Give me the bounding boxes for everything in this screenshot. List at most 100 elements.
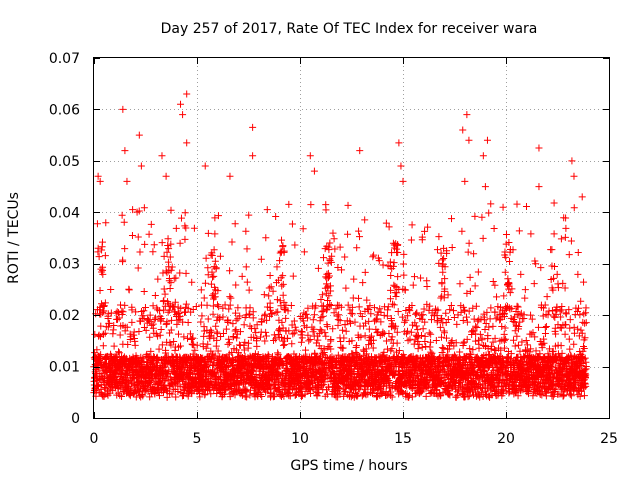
data-point bbox=[209, 302, 217, 310]
data-point bbox=[182, 269, 190, 277]
data-point bbox=[253, 321, 261, 329]
data-point bbox=[266, 271, 274, 279]
data-point bbox=[236, 328, 244, 336]
data-point bbox=[537, 264, 545, 272]
data-point bbox=[110, 321, 118, 329]
data-point bbox=[129, 206, 137, 214]
data-point bbox=[182, 300, 190, 308]
data-point bbox=[404, 337, 412, 345]
data-point bbox=[151, 316, 159, 324]
data-point bbox=[521, 294, 529, 302]
data-point bbox=[168, 390, 176, 398]
data-point bbox=[326, 239, 334, 247]
data-point bbox=[426, 343, 434, 351]
data-point bbox=[561, 233, 569, 241]
data-point bbox=[405, 305, 413, 313]
data-point bbox=[163, 393, 171, 401]
data-point bbox=[228, 349, 236, 357]
data-point bbox=[442, 309, 450, 317]
data-point bbox=[238, 391, 246, 399]
data-point bbox=[265, 292, 273, 300]
data-point bbox=[226, 293, 234, 301]
data-point bbox=[204, 271, 212, 279]
data-point bbox=[151, 390, 159, 398]
data-point bbox=[245, 211, 253, 219]
data-point bbox=[562, 309, 570, 317]
data-point bbox=[144, 380, 152, 388]
data-point bbox=[498, 323, 506, 331]
data-point bbox=[241, 380, 249, 388]
data-point bbox=[470, 250, 478, 258]
data-point bbox=[131, 341, 139, 349]
data-point bbox=[377, 318, 385, 326]
data-point bbox=[279, 341, 287, 349]
data-point bbox=[99, 342, 107, 350]
data-point bbox=[379, 261, 387, 269]
data-point bbox=[134, 264, 142, 272]
data-point bbox=[181, 235, 189, 243]
data-point bbox=[456, 280, 464, 288]
data-point bbox=[473, 324, 481, 332]
data-point bbox=[557, 342, 565, 350]
data-point bbox=[236, 312, 244, 320]
data-point bbox=[471, 282, 479, 290]
data-point bbox=[225, 305, 233, 313]
data-point bbox=[232, 281, 240, 289]
data-point bbox=[212, 322, 220, 330]
data-point bbox=[305, 337, 313, 345]
data-point bbox=[162, 349, 170, 357]
data-point bbox=[489, 322, 497, 330]
data-point bbox=[529, 329, 537, 337]
data-point bbox=[437, 333, 445, 341]
data-point bbox=[344, 201, 352, 209]
data-point bbox=[487, 200, 495, 208]
data-point bbox=[558, 303, 566, 311]
data-point bbox=[414, 326, 422, 334]
data-point bbox=[219, 313, 227, 321]
data-point bbox=[263, 206, 271, 214]
data-point bbox=[204, 229, 212, 237]
data-point bbox=[213, 336, 221, 344]
data-point bbox=[168, 316, 176, 324]
data-point bbox=[521, 286, 529, 294]
data-point bbox=[171, 298, 179, 306]
data-point bbox=[489, 277, 497, 285]
data-point bbox=[412, 322, 420, 330]
data-point bbox=[99, 309, 107, 317]
data-point bbox=[160, 376, 168, 384]
data-point bbox=[333, 312, 341, 320]
data-point bbox=[189, 334, 197, 342]
data-point bbox=[177, 304, 185, 312]
data-point bbox=[94, 244, 102, 252]
data-point bbox=[356, 233, 364, 241]
data-point bbox=[285, 200, 293, 208]
data-point bbox=[180, 333, 188, 341]
data-point bbox=[247, 386, 255, 394]
data-point bbox=[224, 363, 232, 371]
data-point bbox=[130, 331, 138, 339]
data-point bbox=[246, 304, 254, 312]
data-point bbox=[487, 304, 495, 312]
data-point bbox=[163, 338, 171, 346]
data-point bbox=[297, 338, 305, 346]
data-point bbox=[224, 340, 232, 348]
data-point bbox=[172, 224, 180, 232]
data-point bbox=[146, 311, 154, 319]
data-point bbox=[562, 214, 570, 222]
data-point bbox=[96, 286, 104, 294]
data-point bbox=[452, 393, 460, 401]
data-point bbox=[541, 324, 549, 332]
data-point bbox=[226, 267, 234, 275]
data-point bbox=[476, 330, 484, 338]
data-point bbox=[514, 341, 522, 349]
data-point bbox=[184, 392, 192, 400]
data-point bbox=[543, 293, 551, 301]
data-point bbox=[95, 332, 103, 340]
data-point bbox=[246, 311, 254, 319]
data-point bbox=[128, 306, 136, 314]
data-point bbox=[113, 315, 121, 323]
data-point bbox=[146, 333, 154, 341]
data-point bbox=[553, 270, 561, 278]
data-point bbox=[517, 270, 525, 278]
